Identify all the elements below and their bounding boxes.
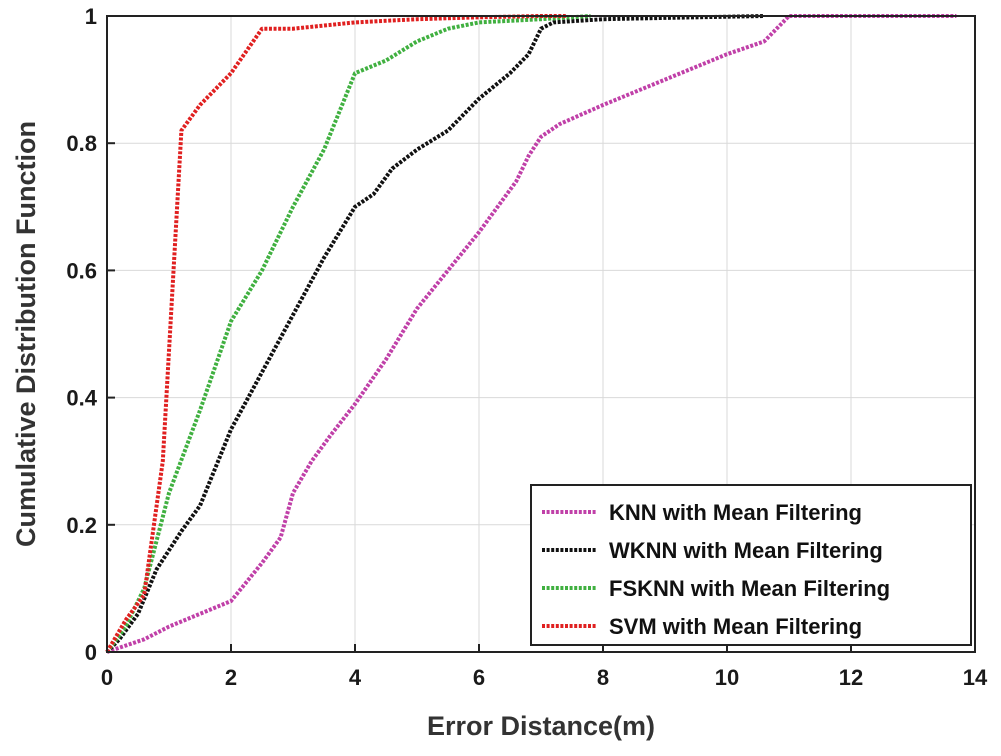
y-tick-label: 0.8 xyxy=(66,131,97,156)
x-tick-label: 14 xyxy=(963,665,988,690)
series-layer xyxy=(105,14,957,654)
plot-frame xyxy=(106,15,976,653)
x-tick-label: 8 xyxy=(597,665,609,690)
y-tick-label: 0 xyxy=(85,640,97,665)
legend-box xyxy=(530,484,972,646)
legend: KNN with Mean Filtering WKNN with Mean Fi… xyxy=(530,484,972,646)
x-tick-label: 4 xyxy=(349,665,362,690)
y-tick-label: 0.6 xyxy=(66,258,97,283)
grid xyxy=(107,16,975,652)
x-tick-label: 2 xyxy=(225,665,237,690)
series-line-svm xyxy=(105,14,566,654)
series-line-wknn xyxy=(105,14,765,654)
y-tick-label: 1 xyxy=(85,4,97,29)
x-tick-label: 12 xyxy=(839,665,863,690)
legend-label-wknn: WKNN with Mean Filtering xyxy=(609,538,883,563)
x-axis-label: Error Distance(m) xyxy=(427,711,655,741)
x-tick-label: 0 xyxy=(101,665,113,690)
x-tick-label: 6 xyxy=(473,665,485,690)
series-line-knn xyxy=(106,14,957,654)
series-line-fsknn xyxy=(105,14,591,654)
y-axis-label: Cumulative Distribution Function xyxy=(11,121,41,547)
axis-ticks: 0 2 4 6 8 10 12 14 0 0.2 0.4 0.6 0.8 1 xyxy=(66,4,988,690)
y-tick-label: 0.2 xyxy=(66,513,97,538)
x-tick-label: 10 xyxy=(715,665,739,690)
legend-label-svm: SVM with Mean Filtering xyxy=(609,614,862,639)
legend-label-knn: KNN with Mean Filtering xyxy=(609,500,862,525)
y-tick-label: 0.4 xyxy=(66,386,97,411)
legend-label-fsknn: FSKNN with Mean Filtering xyxy=(609,576,890,601)
